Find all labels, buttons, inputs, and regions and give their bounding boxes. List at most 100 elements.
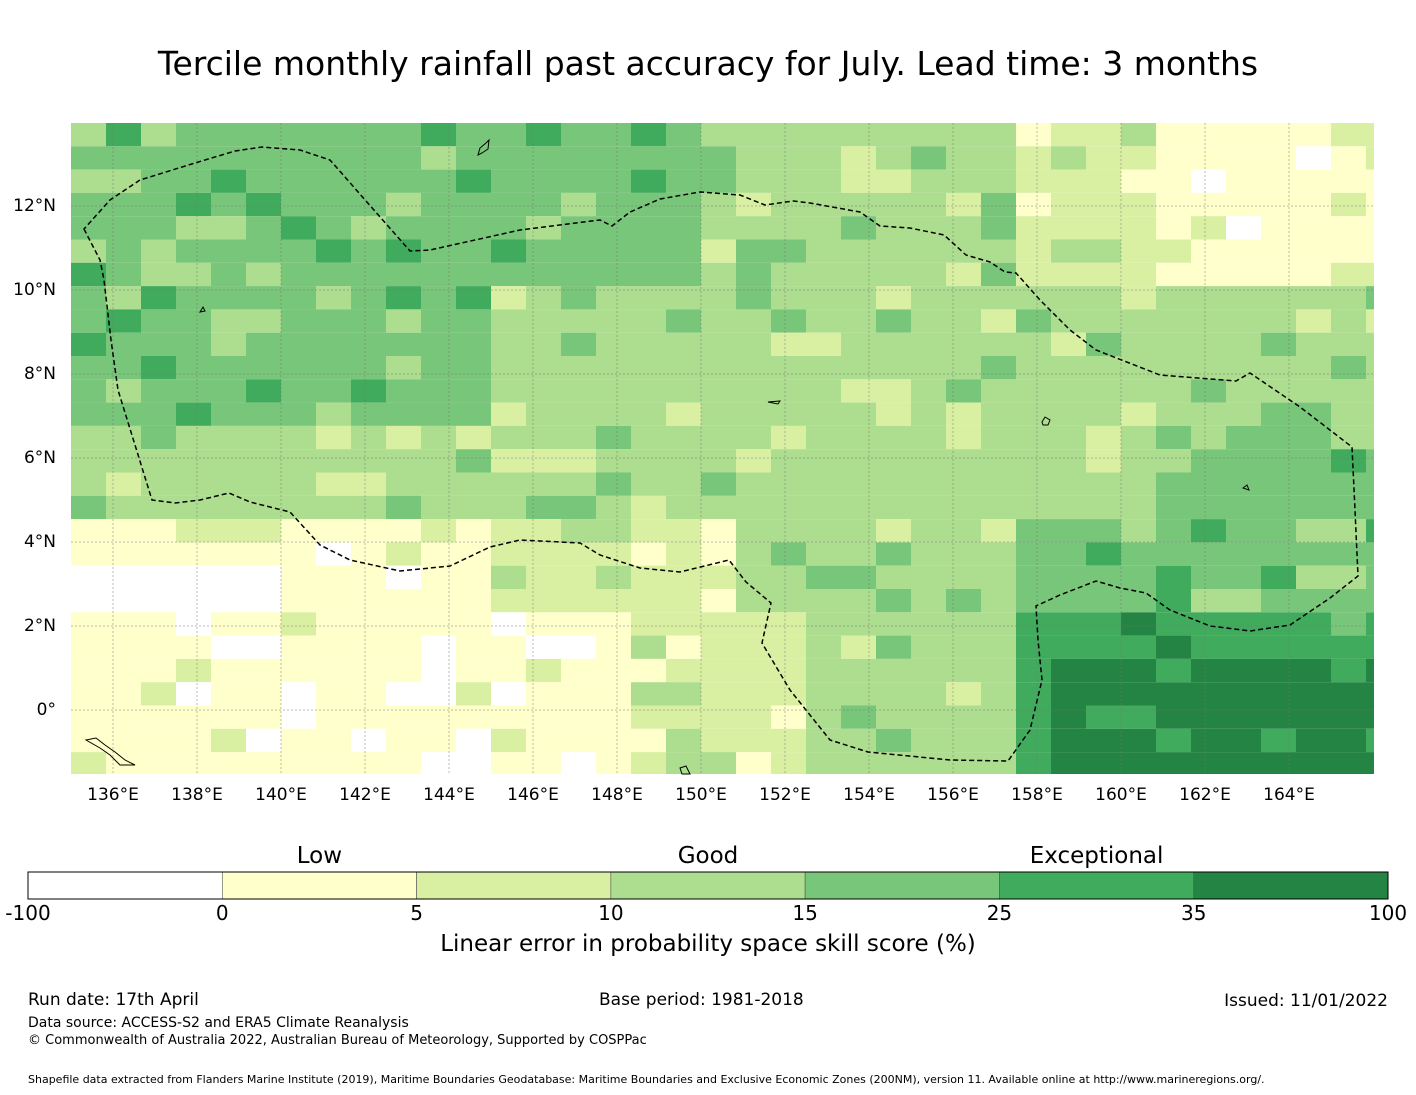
grid-cell <box>1016 379 1051 403</box>
longitude-label: 144°E <box>423 785 475 805</box>
grid-cell <box>631 356 666 380</box>
grid-cell <box>631 286 666 310</box>
grid-cell <box>911 356 946 380</box>
grid-cell <box>596 216 631 240</box>
grid-cell <box>841 495 876 520</box>
grid-cell <box>456 705 491 729</box>
grid-cell <box>1156 239 1191 263</box>
grid-cell <box>1016 542 1051 566</box>
grid-cell <box>1086 239 1121 263</box>
grid-cell <box>1331 146 1366 170</box>
grid-cell <box>71 495 106 520</box>
grid-cell <box>316 332 351 356</box>
grid-cell <box>1086 635 1121 659</box>
grid-cell <box>106 635 141 659</box>
grid-cell <box>281 309 316 333</box>
grid-cell <box>736 169 771 193</box>
grid-cell <box>806 542 841 566</box>
grid-cell <box>141 169 176 193</box>
grid-cell <box>526 589 561 613</box>
grid-cell <box>876 589 911 613</box>
grid-cell <box>736 565 771 589</box>
grid-cell <box>1191 495 1226 520</box>
grid-cell <box>526 705 561 729</box>
grid-cell <box>771 728 806 753</box>
grid-cell <box>71 612 106 636</box>
grid-cell <box>1296 309 1331 333</box>
grid-cell <box>281 682 316 706</box>
grid-cell <box>526 402 561 426</box>
grid-cell <box>491 658 526 683</box>
grid-cell <box>1331 752 1366 774</box>
grid-cell <box>1331 589 1366 613</box>
grid-cell <box>491 495 526 520</box>
issued-date: Issued: 11/01/2022 <box>1224 991 1388 1011</box>
grid-cell <box>386 449 421 473</box>
skill-map <box>71 123 1374 775</box>
grid-cell <box>246 239 281 263</box>
grid-cell <box>246 216 281 240</box>
grid-cell <box>281 425 316 450</box>
grid-cell <box>246 658 281 683</box>
grid-cell <box>1191 123 1226 147</box>
base-period: Base period: 1981-2018 <box>599 990 804 1010</box>
grid-cell <box>1296 286 1331 310</box>
grid-cell <box>1086 262 1121 287</box>
grid-cell <box>351 169 386 193</box>
grid-cell <box>736 192 771 217</box>
grid-cell <box>211 519 246 543</box>
grid-cell <box>596 239 631 263</box>
grid-cell <box>1366 495 1374 520</box>
grid-cell <box>246 682 281 706</box>
grid-cell <box>1121 752 1156 774</box>
grid-cell <box>1086 565 1121 589</box>
grid-cell <box>806 565 841 589</box>
grid-cell <box>526 472 561 496</box>
grid-cell <box>1366 682 1374 706</box>
grid-cell <box>596 192 631 217</box>
grid-cell <box>246 309 281 333</box>
grid-cell <box>946 658 981 683</box>
grid-cell <box>1016 495 1051 520</box>
grid-cell <box>106 379 141 403</box>
grid-cell <box>666 495 701 520</box>
grid-cell <box>106 286 141 310</box>
grid-cell <box>806 356 841 380</box>
grid-cell <box>1331 332 1366 356</box>
grid-cell <box>946 472 981 496</box>
grid-cell <box>1226 379 1261 403</box>
grid-cell <box>1296 356 1331 380</box>
grid-cell <box>1016 192 1051 217</box>
grid-cell <box>701 169 736 193</box>
grid-cell <box>71 635 106 659</box>
grid-cell <box>491 239 526 263</box>
grid-cell <box>806 752 841 774</box>
grid-cell <box>421 379 456 403</box>
grid-cell <box>596 705 631 729</box>
grid-cell <box>1121 146 1156 170</box>
grid-cell <box>666 192 701 217</box>
grid-cell <box>211 379 246 403</box>
grid-cell <box>386 705 421 729</box>
grid-cell <box>666 589 701 613</box>
grid-cell <box>561 705 596 729</box>
grid-cell <box>456 635 491 659</box>
grid-cell <box>246 565 281 589</box>
grid-cell <box>526 262 561 287</box>
grid-cell <box>386 332 421 356</box>
grid-cell <box>1296 123 1331 147</box>
grid-cell <box>141 402 176 426</box>
grid-cell <box>176 239 211 263</box>
grid-cell <box>1331 519 1366 543</box>
grid-cell <box>176 379 211 403</box>
grid-cell <box>1226 612 1261 636</box>
grid-cell <box>1366 635 1374 659</box>
grid-cell <box>1086 123 1121 147</box>
grid-cell <box>491 169 526 193</box>
grid-cell <box>456 565 491 589</box>
grid-cell <box>246 705 281 729</box>
grid-cell <box>71 192 106 217</box>
grid-cell <box>981 262 1016 287</box>
grid-cell <box>176 705 211 729</box>
grid-cell <box>211 472 246 496</box>
